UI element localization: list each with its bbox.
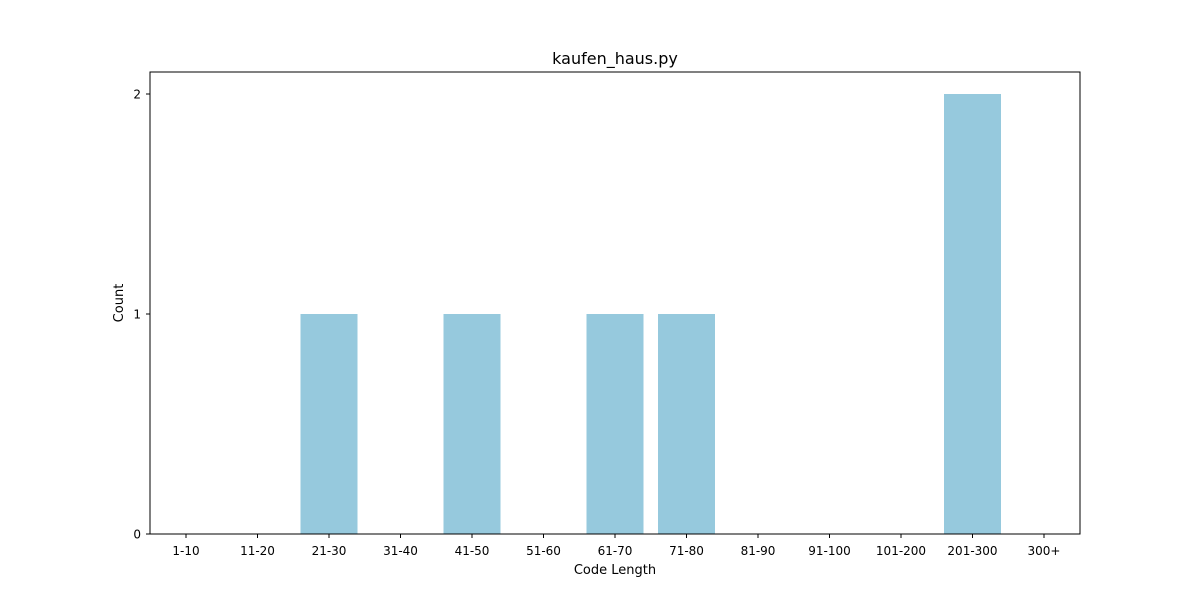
y-axis: 0 1 2 (133, 88, 150, 542)
bar-71-80 (658, 314, 715, 534)
y-tick-label: 0 (133, 528, 141, 542)
x-tick-label: 1-10 (172, 544, 199, 558)
bar-21-30 (300, 314, 358, 534)
chart-title: kaufen_haus.py (552, 49, 678, 69)
y-axis-label: Count (112, 284, 127, 323)
x-tick-label: 81-90 (741, 544, 776, 558)
x-tick-label: 201-300 (947, 544, 997, 558)
x-tick-label: 41-50 (455, 544, 490, 558)
y-tick-label: 1 (133, 308, 141, 322)
x-tick-label: 21-30 (312, 544, 347, 558)
x-axis-label: Code Length (574, 563, 656, 578)
x-tick-label: 300+ (1028, 544, 1061, 558)
bar-201-300 (944, 94, 1001, 534)
bar-61-70 (586, 314, 644, 534)
x-tick-label: 11-20 (240, 544, 275, 558)
x-tick-label: 91-100 (808, 544, 851, 558)
bar-41-50 (443, 314, 501, 534)
x-axis: 1-10 11-20 21-30 31-40 41-50 51-60 61-70 71-80 8… (172, 534, 1060, 558)
x-tick-label: 71-80 (669, 544, 704, 558)
x-tick-label: 101-200 (876, 544, 926, 558)
x-tick-label: 51-60 (526, 544, 561, 558)
y-tick-label: 2 (133, 88, 141, 102)
x-tick-label: 61-70 (598, 544, 633, 558)
x-tick-label: 31-40 (383, 544, 418, 558)
bars-layer (300, 94, 1001, 534)
